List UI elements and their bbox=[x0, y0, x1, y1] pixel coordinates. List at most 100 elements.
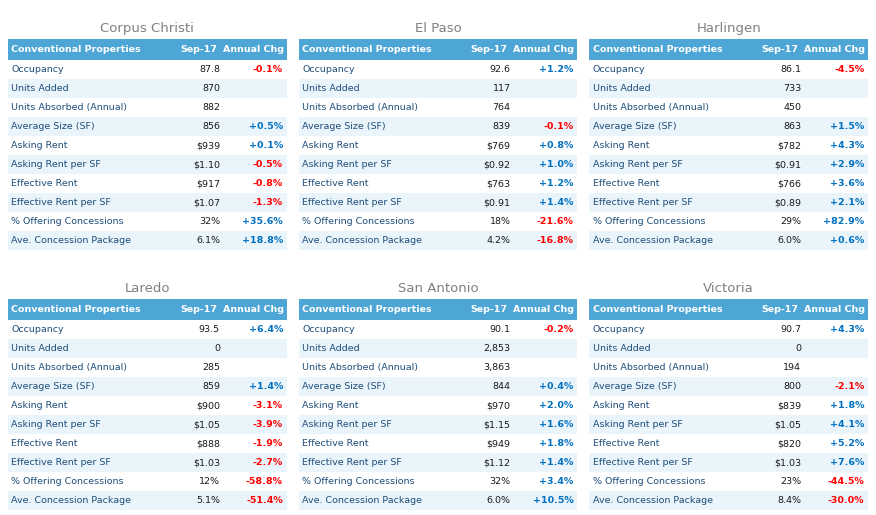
Text: Conventional Properties: Conventional Properties bbox=[593, 45, 723, 54]
Text: % Offering Concessions: % Offering Concessions bbox=[11, 477, 124, 486]
Text: 0: 0 bbox=[214, 344, 220, 353]
Text: Annual Chg: Annual Chg bbox=[513, 45, 575, 54]
Text: +1.8%: +1.8% bbox=[830, 401, 865, 410]
Text: % Offering Concessions: % Offering Concessions bbox=[593, 477, 705, 486]
Text: Laredo: Laredo bbox=[124, 282, 170, 295]
Text: Ave. Concession Package: Ave. Concession Package bbox=[593, 496, 713, 505]
Text: +3.6%: +3.6% bbox=[830, 179, 865, 188]
Text: $782: $782 bbox=[777, 141, 802, 150]
Text: Victoria: Victoria bbox=[703, 282, 754, 295]
Text: +4.1%: +4.1% bbox=[830, 420, 865, 429]
Text: $820: $820 bbox=[777, 439, 802, 448]
Text: 870: 870 bbox=[201, 84, 220, 93]
Text: +1.4%: +1.4% bbox=[540, 198, 574, 207]
Text: Effective Rent per SF: Effective Rent per SF bbox=[593, 198, 692, 207]
Text: +1.6%: +1.6% bbox=[540, 420, 574, 429]
Text: Conventional Properties: Conventional Properties bbox=[11, 305, 141, 314]
Text: Average Size (SF): Average Size (SF) bbox=[11, 382, 95, 391]
Text: Sep-17: Sep-17 bbox=[470, 305, 508, 314]
Text: +82.9%: +82.9% bbox=[823, 217, 865, 226]
Text: Average Size (SF): Average Size (SF) bbox=[593, 382, 676, 391]
Text: +18.8%: +18.8% bbox=[242, 236, 283, 245]
Text: % Offering Concessions: % Offering Concessions bbox=[302, 217, 414, 226]
Text: Conventional Properties: Conventional Properties bbox=[593, 305, 723, 314]
Text: -51.4%: -51.4% bbox=[246, 496, 283, 505]
Text: Occupancy: Occupancy bbox=[11, 65, 64, 74]
Text: Units Added: Units Added bbox=[11, 344, 69, 353]
Text: $839: $839 bbox=[777, 401, 802, 410]
Text: +5.2%: +5.2% bbox=[830, 439, 865, 448]
Text: 2,853: 2,853 bbox=[484, 344, 511, 353]
Text: 6.0%: 6.0% bbox=[486, 496, 511, 505]
Text: +1.2%: +1.2% bbox=[540, 179, 574, 188]
Text: 450: 450 bbox=[783, 103, 802, 112]
Text: Units Added: Units Added bbox=[302, 344, 360, 353]
Text: % Offering Concessions: % Offering Concessions bbox=[593, 217, 705, 226]
Text: +0.1%: +0.1% bbox=[249, 141, 283, 150]
Text: +4.3%: +4.3% bbox=[830, 141, 865, 150]
Text: $1.03: $1.03 bbox=[774, 458, 802, 467]
Text: -2.1%: -2.1% bbox=[834, 382, 865, 391]
Text: Units Absorbed (Annual): Units Absorbed (Annual) bbox=[302, 103, 418, 112]
Text: -58.8%: -58.8% bbox=[246, 477, 283, 486]
Text: 856: 856 bbox=[201, 122, 220, 131]
Text: Corpus Christi: Corpus Christi bbox=[101, 22, 194, 35]
Text: Average Size (SF): Average Size (SF) bbox=[11, 122, 95, 131]
Text: 18%: 18% bbox=[490, 217, 511, 226]
Text: -0.2%: -0.2% bbox=[543, 325, 574, 334]
Text: +2.1%: +2.1% bbox=[830, 198, 865, 207]
Text: +2.0%: +2.0% bbox=[540, 401, 574, 410]
Text: $1.05: $1.05 bbox=[774, 420, 802, 429]
Text: Asking Rent per SF: Asking Rent per SF bbox=[593, 420, 682, 429]
Text: Asking Rent: Asking Rent bbox=[302, 141, 358, 150]
Text: Sep-17: Sep-17 bbox=[180, 45, 217, 54]
Text: Asking Rent per SF: Asking Rent per SF bbox=[302, 160, 392, 169]
Text: Units Added: Units Added bbox=[302, 84, 360, 93]
Text: Ave. Concession Package: Ave. Concession Package bbox=[11, 496, 131, 505]
Text: Sep-17: Sep-17 bbox=[761, 305, 799, 314]
Text: -1.9%: -1.9% bbox=[253, 439, 283, 448]
Text: 90.7: 90.7 bbox=[781, 325, 802, 334]
Text: $1.15: $1.15 bbox=[484, 420, 511, 429]
Text: Effective Rent per SF: Effective Rent per SF bbox=[593, 458, 692, 467]
Text: 32%: 32% bbox=[490, 477, 511, 486]
Text: Asking Rent: Asking Rent bbox=[593, 401, 649, 410]
Text: $0.92: $0.92 bbox=[484, 160, 511, 169]
Text: 87.8: 87.8 bbox=[199, 65, 220, 74]
Text: Annual Chg: Annual Chg bbox=[223, 305, 284, 314]
Text: Asking Rent per SF: Asking Rent per SF bbox=[593, 160, 682, 169]
Text: Units Absorbed (Annual): Units Absorbed (Annual) bbox=[11, 363, 127, 372]
Text: +0.4%: +0.4% bbox=[540, 382, 574, 391]
Text: Effective Rent: Effective Rent bbox=[593, 179, 659, 188]
Text: Ave. Concession Package: Ave. Concession Package bbox=[11, 236, 131, 245]
Text: $900: $900 bbox=[196, 401, 220, 410]
Text: 0: 0 bbox=[795, 344, 802, 353]
Text: 6.0%: 6.0% bbox=[777, 236, 802, 245]
Text: 839: 839 bbox=[492, 122, 511, 131]
Text: 86.1: 86.1 bbox=[781, 65, 802, 74]
Text: +4.3%: +4.3% bbox=[830, 325, 865, 334]
Text: Effective Rent: Effective Rent bbox=[11, 439, 78, 448]
Text: Effective Rent: Effective Rent bbox=[593, 439, 659, 448]
Text: Conventional Properties: Conventional Properties bbox=[302, 45, 432, 54]
Text: +1.5%: +1.5% bbox=[830, 122, 865, 131]
Text: 800: 800 bbox=[783, 382, 802, 391]
Text: Units Absorbed (Annual): Units Absorbed (Annual) bbox=[11, 103, 127, 112]
Text: Harlingen: Harlingen bbox=[696, 22, 761, 35]
Text: $1.10: $1.10 bbox=[193, 160, 220, 169]
Text: Units Added: Units Added bbox=[593, 84, 650, 93]
Text: Asking Rent per SF: Asking Rent per SF bbox=[11, 420, 101, 429]
Text: +1.2%: +1.2% bbox=[540, 65, 574, 74]
Text: +2.9%: +2.9% bbox=[830, 160, 865, 169]
Text: $888: $888 bbox=[196, 439, 220, 448]
Text: -3.9%: -3.9% bbox=[253, 420, 283, 429]
Text: 23%: 23% bbox=[781, 477, 802, 486]
Text: -0.1%: -0.1% bbox=[253, 65, 283, 74]
Text: 6.1%: 6.1% bbox=[196, 236, 220, 245]
Text: 194: 194 bbox=[783, 363, 802, 372]
Text: Asking Rent: Asking Rent bbox=[302, 401, 358, 410]
Text: $949: $949 bbox=[486, 439, 511, 448]
Text: +0.5%: +0.5% bbox=[249, 122, 283, 131]
Text: Sep-17: Sep-17 bbox=[761, 45, 799, 54]
Text: Units Absorbed (Annual): Units Absorbed (Annual) bbox=[593, 103, 709, 112]
